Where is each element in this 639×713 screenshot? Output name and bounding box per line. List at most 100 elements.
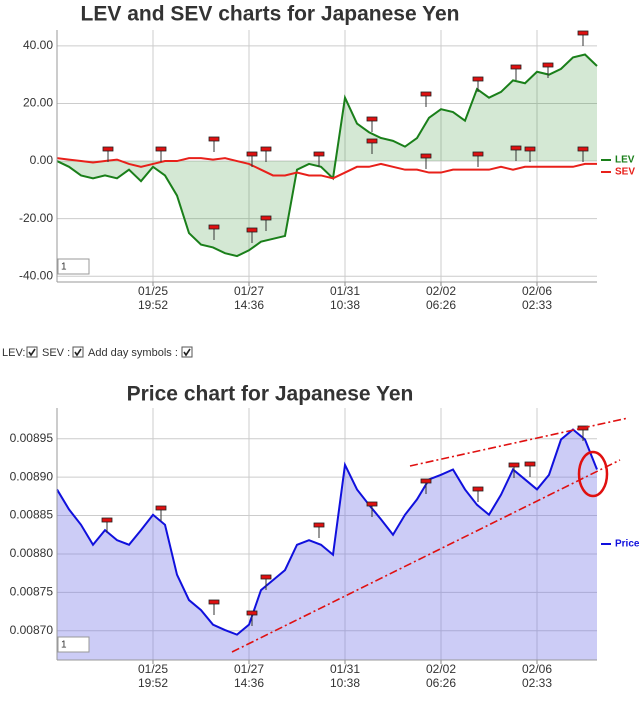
label-line: 02/06 xyxy=(522,662,552,676)
x-tick-label: 01/25 19:52 xyxy=(138,662,168,690)
x-tick-label: 01/31 10:38 xyxy=(330,284,360,312)
day-flag xyxy=(577,30,589,36)
day-symbols-checkbox[interactable] xyxy=(181,346,193,358)
y-tick-label: 40.00 xyxy=(23,38,53,52)
day-flag xyxy=(420,478,432,484)
day-flag xyxy=(260,146,272,152)
highlight-ellipse xyxy=(577,450,609,498)
y-tick-label: -20.00 xyxy=(19,211,53,225)
day-flag xyxy=(472,486,484,492)
day-flag xyxy=(472,151,484,157)
day-symbols-label: Add day symbols : xyxy=(88,347,178,359)
label-line: 01/31 xyxy=(330,284,360,298)
label-line: 01/27 xyxy=(234,662,264,676)
legend-label: SEV xyxy=(615,167,635,178)
day-flag xyxy=(246,610,258,616)
trend-line xyxy=(409,417,629,467)
label-line: 01/31 xyxy=(330,662,360,676)
label-line: 01/25 xyxy=(138,284,168,298)
day-flag xyxy=(313,522,325,528)
label-line: 02:33 xyxy=(522,298,552,312)
x-tick-label: 01/27 14:36 xyxy=(234,284,264,312)
day-flag xyxy=(472,76,484,82)
label-line: 19:52 xyxy=(138,676,168,690)
plot-area xyxy=(57,30,597,282)
lev-checkbox[interactable] xyxy=(26,346,38,358)
label-line: 10:38 xyxy=(330,298,360,312)
x-tick-label: 02/06 02:33 xyxy=(522,662,552,690)
day-flag xyxy=(577,146,589,152)
legend-label: Price xyxy=(615,539,639,550)
zoom-input-value: 1 xyxy=(61,262,67,273)
check xyxy=(183,348,191,357)
day-flag xyxy=(542,62,554,68)
x-tick-label: 01/27 14:36 xyxy=(234,662,264,690)
legend-label: LEV xyxy=(615,155,635,166)
label-line: 01/27 xyxy=(234,284,264,298)
day-flag xyxy=(208,599,220,605)
y-tick-label: 0.00890 xyxy=(10,469,54,483)
day-flag xyxy=(313,151,325,157)
y-tick-label: 20.00 xyxy=(23,96,53,110)
zoom-input xyxy=(57,258,90,275)
area-fill xyxy=(57,54,597,257)
label-line: 02:33 xyxy=(522,676,552,690)
plot-area xyxy=(57,408,597,660)
sev-label: SEV : xyxy=(42,347,70,359)
day-flag xyxy=(260,574,272,580)
label-line: 14:36 xyxy=(234,298,264,312)
label-line: 19:52 xyxy=(138,298,168,312)
check xyxy=(74,348,82,357)
day-flag xyxy=(366,138,378,144)
day-flag xyxy=(366,501,378,507)
annotations xyxy=(231,417,629,653)
label-line: 02/06 xyxy=(522,284,552,298)
label-line: 06:26 xyxy=(426,298,456,312)
day-flag xyxy=(246,151,258,157)
x-tick-label: 02/06 02:33 xyxy=(522,284,552,312)
day-flag xyxy=(155,146,167,152)
day-flag xyxy=(524,461,536,467)
day-flag xyxy=(420,91,432,97)
chart-title: Price chart for Japanese Yen xyxy=(127,383,414,406)
controls: LEV: SEV : Add day symbols : xyxy=(2,346,193,359)
day-flag xyxy=(246,227,258,233)
day-flag xyxy=(510,145,522,151)
x-tick-label: 01/25 19:52 xyxy=(138,284,168,312)
day-flag xyxy=(208,224,220,230)
area-fill xyxy=(57,429,597,660)
y-tick-label: 0.00 xyxy=(30,153,54,167)
day-flag xyxy=(420,153,432,159)
y-tick-label: 0.00880 xyxy=(10,546,54,560)
series-line xyxy=(56,428,598,636)
day-flag xyxy=(155,505,167,511)
day-flag xyxy=(524,146,536,152)
day-flag xyxy=(366,116,378,122)
x-tick-label: 02/02 06:26 xyxy=(426,662,456,690)
chart-title: LEV and SEV charts for Japanese Yen xyxy=(81,3,460,26)
lev-label: LEV: xyxy=(2,347,25,359)
day-flag xyxy=(508,462,520,468)
y-tick-label: 0.00885 xyxy=(10,508,54,522)
sev-checkbox[interactable] xyxy=(72,346,84,358)
day-flag xyxy=(208,136,220,142)
day-flag xyxy=(101,517,113,523)
day-flag xyxy=(510,64,522,70)
y-tick-label: 0.00870 xyxy=(10,623,54,637)
day-flag xyxy=(102,146,114,152)
series-line xyxy=(56,53,598,258)
zoom-input-value: 1 xyxy=(61,640,67,651)
y-tick-label: -40.00 xyxy=(19,268,53,282)
series-line xyxy=(56,157,597,180)
label-line: 10:38 xyxy=(330,676,360,690)
y-tick-label: 0.00875 xyxy=(10,585,54,599)
label-line: 06:26 xyxy=(426,676,456,690)
label-line: 14:36 xyxy=(234,676,264,690)
check xyxy=(28,348,36,357)
y-tick-label: 0.00895 xyxy=(10,431,54,445)
zoom-input xyxy=(57,636,90,653)
x-tick-label: 01/31 10:38 xyxy=(330,662,360,690)
label-line: 02/02 xyxy=(426,284,456,298)
day-flag xyxy=(260,215,272,221)
